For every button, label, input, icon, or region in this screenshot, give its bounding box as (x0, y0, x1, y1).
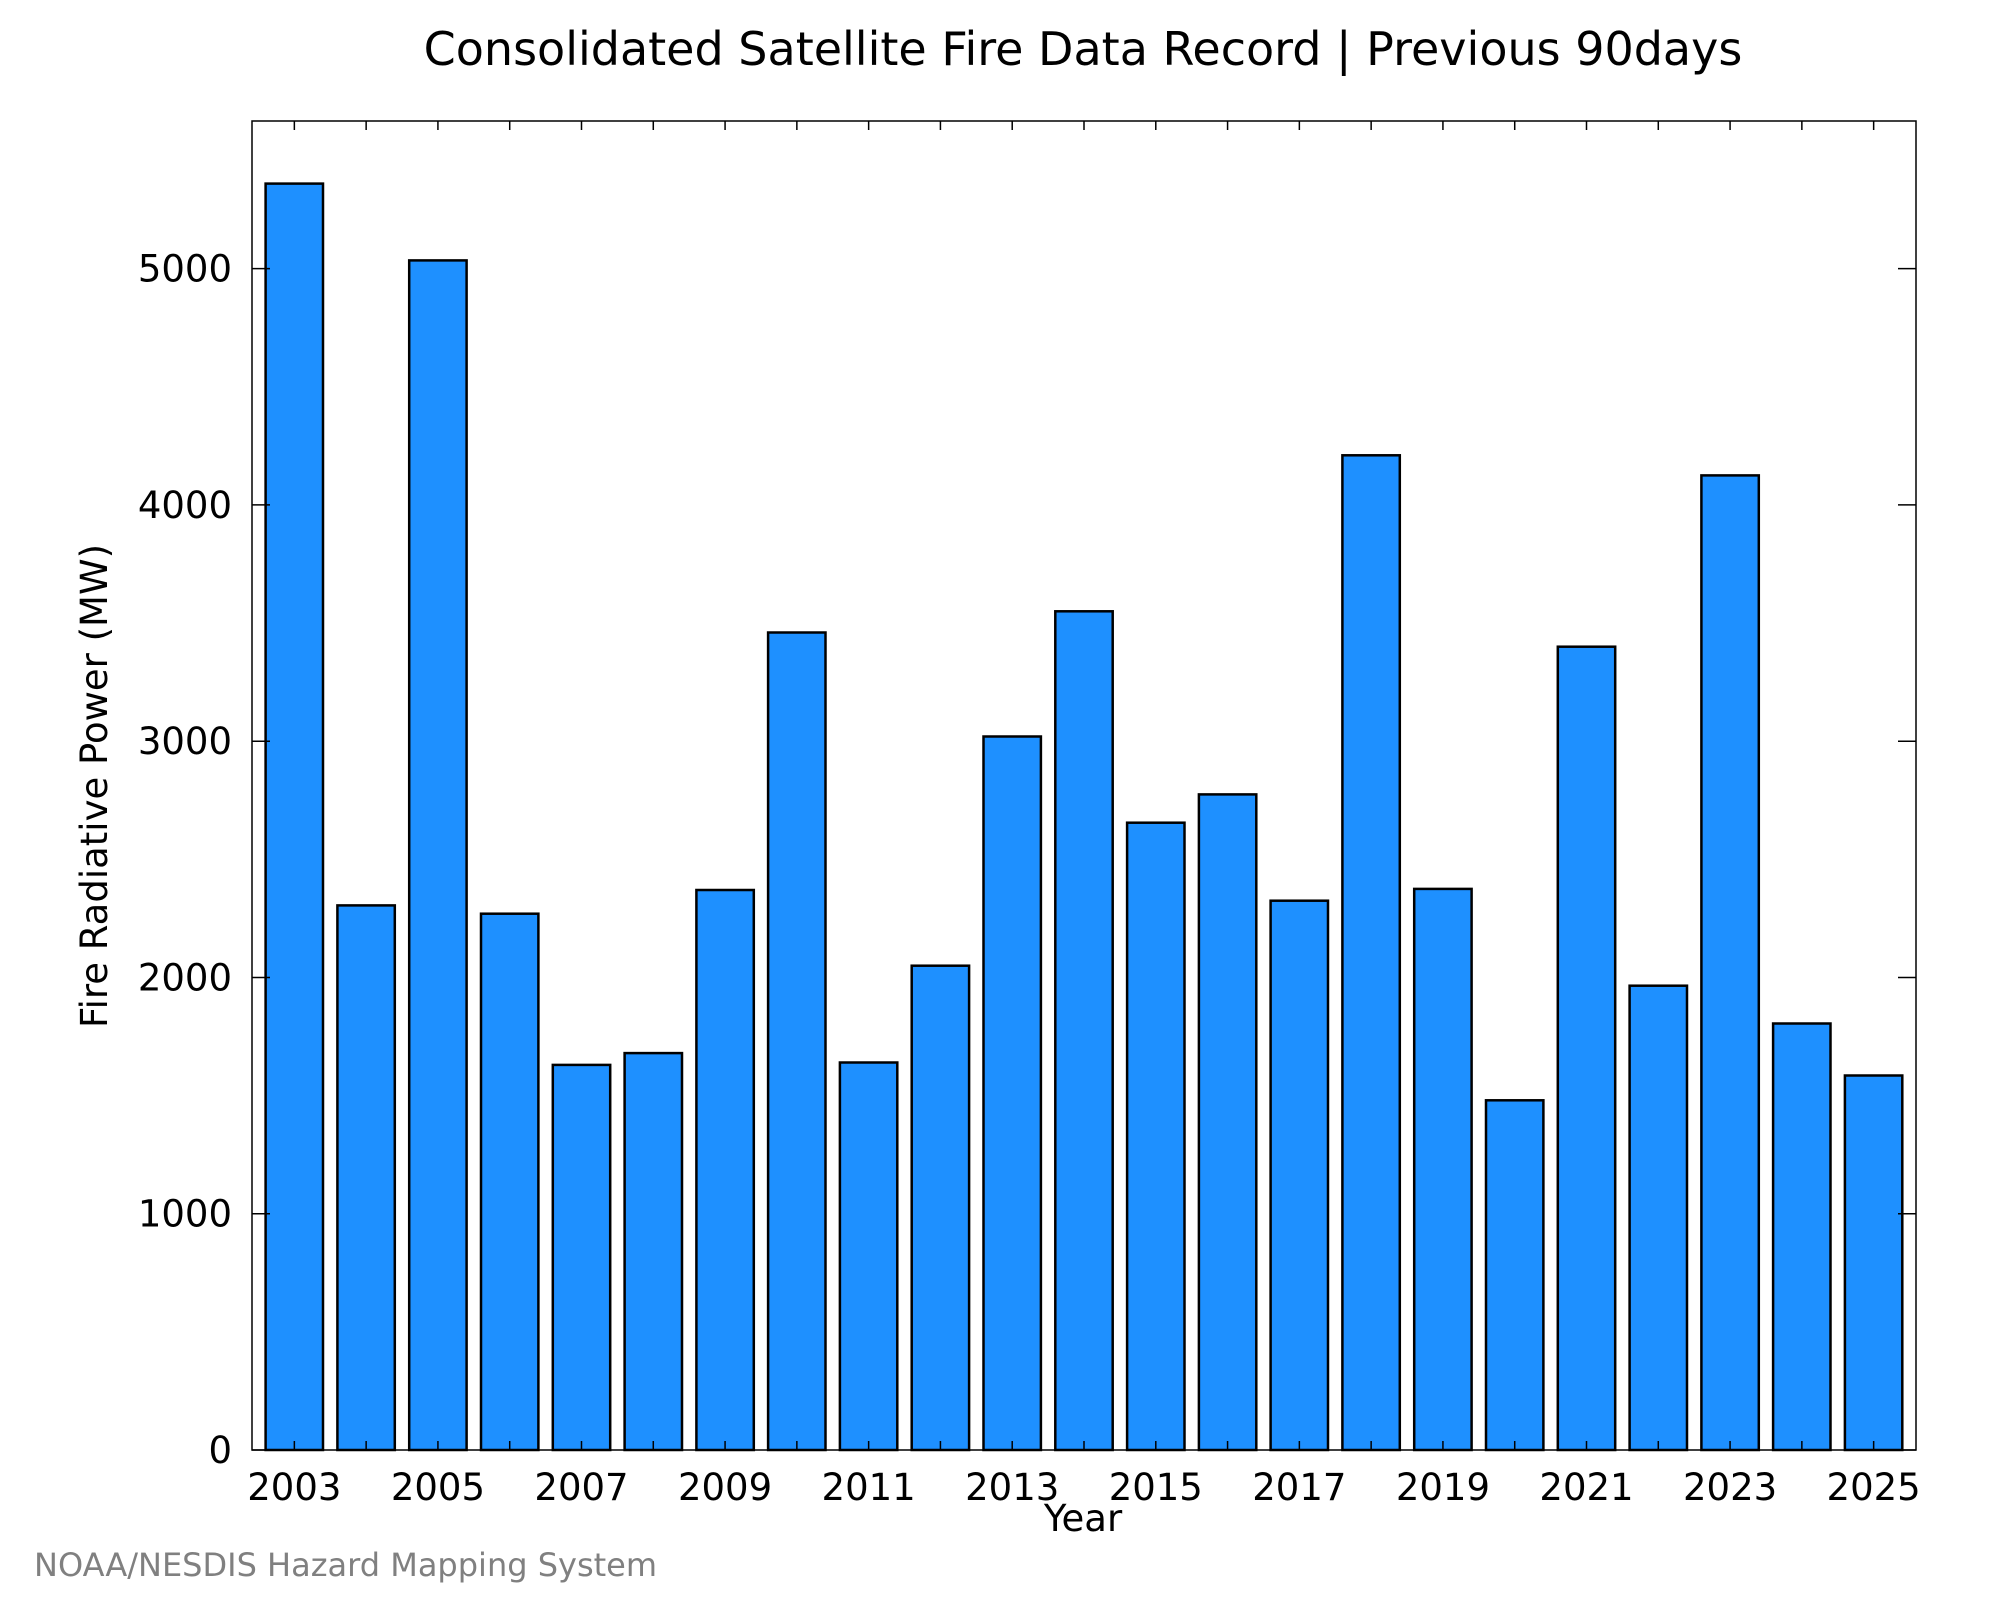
y-axis-ticks: 0 1000 2000 3000 4000 5000 (138, 248, 1916, 1472)
y-tick-label: 5000 (138, 248, 232, 291)
bar-2010 (766, 631, 827, 1452)
bar-2015 (1125, 821, 1186, 1452)
x-tick-label: 2023 (1683, 1466, 1777, 1509)
x-tick-label: 2021 (1539, 1466, 1633, 1509)
bar-2006 (479, 912, 540, 1452)
x-tick-label: 2007 (534, 1466, 628, 1509)
y-tick-label: 1000 (138, 1193, 232, 1236)
y-axis-label: Fire Radiative Power (MW) (73, 544, 116, 1028)
x-tick-label: 2009 (678, 1466, 772, 1509)
bar-2012 (910, 964, 971, 1452)
bar-2007 (551, 1063, 612, 1452)
source-credit: NOAA/NESDIS Hazard Mapping System (34, 1546, 657, 1584)
bar-2009 (695, 888, 756, 1452)
chart-title: Consolidated Satellite Fire Data Record … (424, 22, 1743, 77)
bar-2004 (336, 904, 397, 1452)
bar-2025 (1843, 1074, 1904, 1452)
y-tick-label: 4000 (138, 484, 232, 527)
x-tick-label: 2003 (247, 1466, 341, 1509)
y-tick-label: 2000 (138, 956, 232, 999)
x-tick-label: 2017 (1252, 1466, 1346, 1509)
y-tick-label: 3000 (138, 720, 232, 763)
bar-2018 (1341, 454, 1402, 1452)
bars-group (264, 182, 1904, 1452)
x-tick-label: 2015 (1109, 1466, 1203, 1509)
bar-2019 (1412, 887, 1473, 1452)
x-tick-label: 2011 (822, 1466, 916, 1509)
x-tick-label: 2013 (965, 1466, 1059, 1509)
bar-2011 (838, 1061, 899, 1452)
bar-2024 (1771, 1022, 1832, 1452)
bar-2005 (407, 259, 468, 1452)
x-tick-label: 2019 (1396, 1466, 1490, 1509)
bar-2021 (1556, 645, 1617, 1452)
y-tick-label: 0 (208, 1429, 232, 1472)
bar-2008 (623, 1051, 684, 1452)
x-axis-label: Year (1043, 1497, 1123, 1540)
x-axis-ticks: 2003 2005 2007 2009 2011 2013 2015 2017 2019 2021… (247, 121, 1921, 1509)
bar-2017 (1269, 899, 1330, 1452)
bar-2016 (1197, 793, 1258, 1452)
bar-2013 (982, 735, 1043, 1452)
plot-frame (251, 120, 1917, 1451)
x-tick-label: 2005 (391, 1466, 485, 1509)
bar-2003 (264, 182, 325, 1452)
bar-2020 (1484, 1099, 1545, 1452)
bar-2014 (1054, 610, 1114, 1452)
bar-2023 (1700, 474, 1761, 1452)
bar-2022 (1628, 984, 1689, 1452)
x-tick-label: 2025 (1827, 1466, 1921, 1509)
